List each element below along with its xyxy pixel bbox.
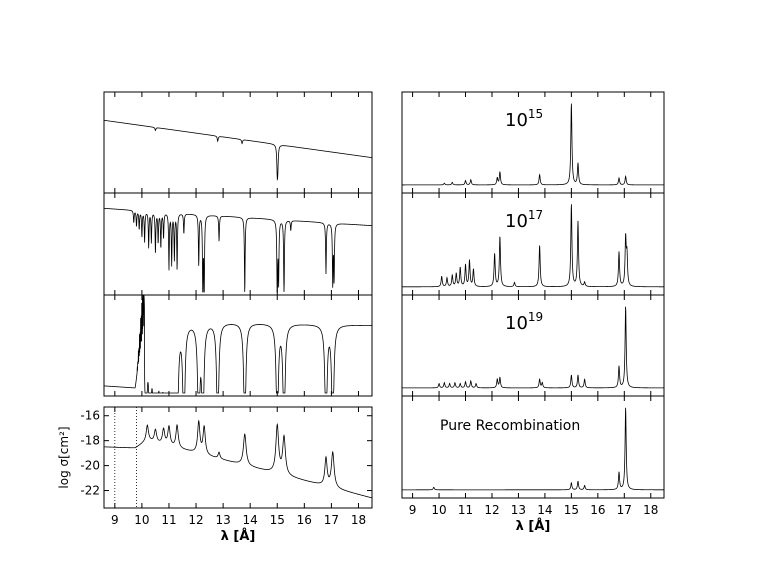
series-line [402,407,664,491]
x-tick-label: 17 [324,513,339,527]
series-line [103,119,373,181]
panel-frame [103,294,373,397]
series-line [103,294,372,394]
x-tick-label: 13 [215,513,230,527]
series-line [103,207,373,293]
x-tick-label: 14 [537,503,552,517]
panel-left-1 [103,91,373,194]
x-tick-label: 18 [643,503,658,517]
y-tick-label: -20 [80,459,100,473]
density-annotation: 1017 [505,208,543,232]
x-axis-label: λ [Å] [516,518,551,534]
series-line [103,419,373,499]
x-tick-label: 11 [458,503,473,517]
density-annotation: 1015 [505,107,543,131]
x-tick-label: 11 [161,513,176,527]
panel-right-2: 1017 [401,192,665,296]
left-column: 9 10 11 12 13 14 15 16 17 18 -16 -18 -20 -22 log σ[cm²… [57,91,373,544]
panel-left-3 [103,294,373,397]
panel-frame [103,91,373,194]
x-tick-label: 12 [484,503,499,517]
x-tick-label: 9 [111,513,119,527]
series-line [402,204,664,288]
density-annotation: 1019 [505,310,543,334]
panel-left-4: 9 10 11 12 13 14 15 16 17 18 -16 -18 -20 -22 log σ[cm²… [57,406,373,544]
x-tick-label: 13 [511,503,526,517]
panel-frame [103,406,373,509]
panel-right-4: 9 10 11 12 13 14 15 16 17 18 Pure Recombination λ [… [401,395,665,534]
x-tick-label: 15 [270,513,285,527]
x-tick-label: 14 [243,513,258,527]
x-tick-label: 10 [134,513,149,527]
x-tick-label: 15 [564,503,579,517]
y-axis-label: log σ[cm²] [57,426,71,488]
y-tick-label: -22 [80,484,100,498]
right-column: 1015 1017 1019 9 10 11 12 13 14 15 16 17 18 Pure Reco… [401,91,665,534]
series-line [402,306,664,389]
y-tick-label: -18 [80,434,100,448]
y-tick-label: -16 [80,409,100,423]
panel-right-1: 1015 [401,91,665,194]
x-tick-label: 12 [188,513,203,527]
panel-left-2 [103,192,373,296]
x-tick-label: 16 [590,503,605,517]
panel-frame [401,395,665,499]
recombination-annotation: Pure Recombination [440,418,580,434]
x-tick-label: 9 [409,503,417,517]
x-axis-label: λ [Å] [221,528,256,544]
panel-right-3: 1019 [401,294,665,397]
x-tick-label: 10 [431,503,446,517]
series-line [402,103,664,186]
x-tick-label: 17 [617,503,632,517]
x-tick-label: 16 [297,513,312,527]
x-tick-label: 18 [351,513,366,527]
